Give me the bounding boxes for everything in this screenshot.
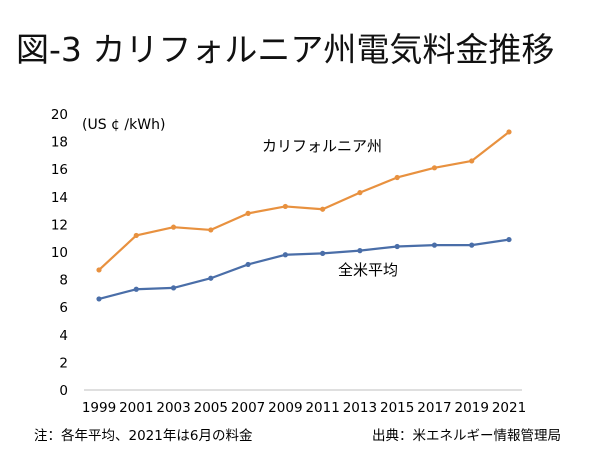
- y-tick-label: 8: [59, 273, 68, 289]
- x-tick-label: 2001: [119, 400, 153, 416]
- x-tick-label: 2007: [231, 400, 265, 416]
- y-tick-label: 12: [51, 217, 68, 233]
- y-axis-unit-label: (US ¢ /kWh): [82, 117, 165, 133]
- x-tick-label: 2003: [156, 400, 190, 416]
- x-tick-label: 1999: [82, 400, 116, 416]
- data-point: [320, 250, 326, 256]
- data-point: [469, 158, 475, 164]
- data-point: [170, 285, 177, 291]
- y-tick-label: 10: [51, 245, 68, 261]
- x-tick-label: 2015: [380, 400, 414, 416]
- data-point: [357, 190, 363, 196]
- data-point: [320, 206, 326, 212]
- x-tick-label: 2005: [194, 400, 228, 416]
- data-point: [170, 224, 177, 230]
- data-point: [469, 242, 475, 248]
- x-tick-label: 2009: [268, 400, 302, 416]
- x-tick-label: 2021: [492, 400, 526, 416]
- x-tick-label: 2019: [455, 400, 489, 416]
- x-tick-label: 2017: [417, 400, 451, 416]
- data-point: [506, 129, 512, 135]
- data-point: [245, 261, 251, 268]
- footnote-source: 出典：米エネルギー情報管理局: [372, 428, 561, 444]
- data-point: [506, 236, 512, 243]
- y-tick-label: 18: [51, 135, 68, 151]
- page-title: 図-3 カリフォルニア州電気料金推移: [16, 30, 555, 69]
- y-tick-label: 6: [59, 300, 68, 316]
- data-point: [133, 286, 139, 292]
- x-tick-label: 2011: [305, 400, 339, 416]
- data-point: [282, 203, 288, 210]
- y-tick-label: 4: [59, 328, 68, 344]
- y-tick-label: 20: [51, 107, 68, 123]
- data-point: [282, 252, 288, 258]
- data-point: [208, 275, 214, 281]
- axes: 0 2 4 6 8 10 12 14 16 18 20 1999 2001 2003 2005 2007 200…: [51, 107, 526, 416]
- y-tick-label: 14: [51, 190, 68, 206]
- data-point: [431, 242, 438, 248]
- y-tick-label: 2: [59, 355, 68, 371]
- data-point: [394, 243, 400, 250]
- data-point: [245, 210, 251, 216]
- data-point: [394, 174, 400, 181]
- series-line: [98, 131, 510, 271]
- x-tick-label: 2013: [343, 400, 377, 416]
- series-line: [98, 238, 510, 300]
- y-tick-label: 0: [59, 383, 68, 399]
- data-point: [96, 267, 102, 273]
- y-tick-label: 16: [51, 162, 68, 178]
- series-label: 全米平均: [338, 261, 398, 279]
- data-point: [133, 232, 139, 239]
- data-point: [357, 248, 363, 254]
- data-point: [208, 227, 214, 233]
- data-point: [431, 165, 438, 171]
- data-point: [96, 296, 102, 302]
- footnote-note: 注：各年平均、2021年は6月の料金: [34, 428, 253, 444]
- series-label: カリフォルニア州: [262, 137, 382, 155]
